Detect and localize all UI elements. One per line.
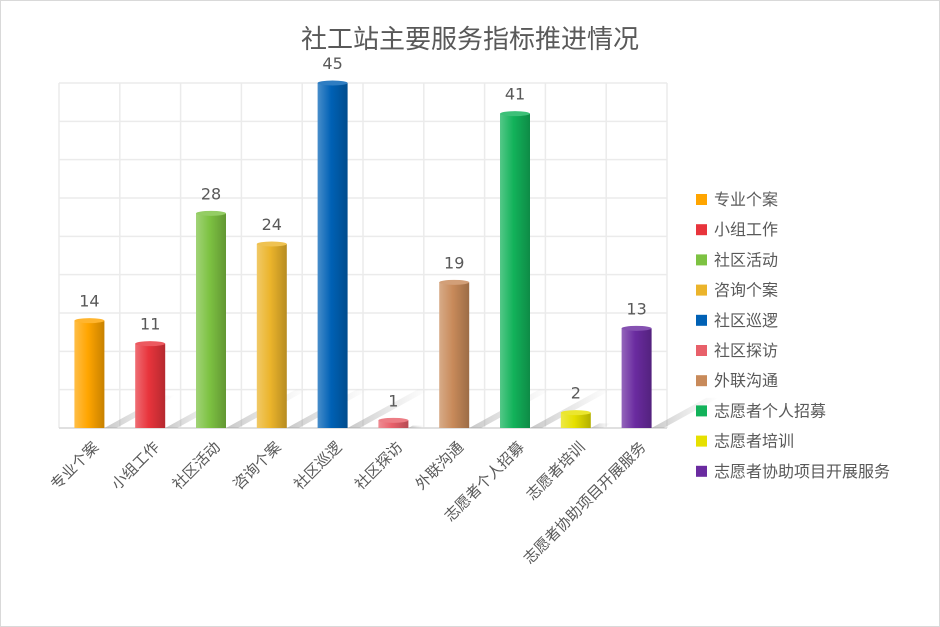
value-labels: 14 11 28 24 45 1 19 41 2 13 — [79, 54, 647, 410]
bar-shadow — [530, 389, 612, 428]
bar-cap-8 — [500, 111, 530, 117]
legend-swatch-3 — [696, 254, 707, 266]
bar-8[interactable] — [500, 113, 530, 429]
data-label-6: 1 — [388, 391, 398, 410]
legend-entry-4: 咨询个案 — [714, 281, 778, 300]
bar-cap-1 — [74, 318, 105, 324]
legend-entry-5: 社区巡逻 — [714, 311, 778, 330]
bar-cap-9 — [560, 410, 591, 416]
legend-swatch-2 — [696, 224, 707, 236]
legend-entry-6: 社区探访 — [714, 341, 778, 360]
legend-swatch-5 — [696, 314, 707, 326]
x-tick-label-4: 咨询个案 — [229, 438, 284, 493]
bar-shadow — [590, 423, 612, 428]
x-tick-label-1: 专业个案 — [47, 438, 102, 493]
legend-swatch-7 — [696, 375, 707, 387]
bar-cap-4 — [256, 241, 287, 247]
bar-6[interactable] — [378, 420, 409, 428]
data-label-3: 28 — [201, 184, 221, 203]
legend-entry-8: 志愿者个人招募 — [714, 401, 826, 420]
bar-3[interactable] — [196, 213, 226, 428]
x-tick-label-5: 社区巡逻 — [290, 438, 345, 493]
category-axis: 专业个案 小组工作 社区活动 咨询个案 社区巡逻 社区探访 外联沟通志愿者个人招募志愿者培训… — [47, 438, 649, 567]
bar-cap-3 — [196, 210, 226, 216]
bar-1[interactable] — [74, 320, 105, 428]
bar-cap-10 — [621, 325, 652, 331]
x-tick-label-6: 社区探访 — [351, 438, 406, 493]
legend: 专业个案小组工作社区活动咨询个案社区巡逻社区探访外联沟通志愿者个人招募志愿者培训… — [696, 190, 890, 481]
data-label-5: 45 — [322, 54, 342, 73]
legend-entry-3: 社区活动 — [714, 250, 778, 269]
data-label-10: 13 — [626, 299, 646, 318]
bar-shadow — [651, 397, 719, 428]
legend-entry-1: 专业个案 — [714, 190, 778, 209]
bar-shadow — [347, 389, 430, 428]
legend-entry-9: 志愿者培训 — [714, 432, 794, 451]
x-tick-label-2: 小组工作 — [108, 438, 163, 493]
bar-2[interactable] — [135, 343, 166, 428]
bars — [74, 80, 719, 429]
bar-shadow — [408, 425, 425, 428]
legend-swatch-1 — [696, 194, 707, 205]
bar-cap-5 — [317, 80, 348, 86]
x-tick-label-7: 外联沟通 — [412, 438, 467, 493]
legend-entry-7: 外联沟通 — [714, 371, 778, 390]
legend-swatch-10 — [696, 465, 707, 477]
data-label-2: 11 — [140, 315, 160, 334]
bar-cap-6 — [378, 417, 409, 423]
legend-swatch-6 — [696, 345, 707, 356]
data-label-9: 2 — [571, 384, 581, 403]
data-label-7: 19 — [444, 253, 464, 272]
bar-5[interactable] — [317, 83, 348, 428]
data-label-1: 14 — [79, 292, 99, 311]
bar-4[interactable] — [256, 244, 287, 428]
chart-title: 社工站主要服务指标推进情况 — [301, 25, 639, 55]
legend-entry-2: 小组工作 — [714, 220, 778, 239]
bar-9[interactable] — [560, 412, 591, 428]
bar-cap-2 — [135, 341, 166, 347]
x-tick-label-10: 志愿者协助项目开展服务 — [520, 438, 649, 567]
bar-10[interactable] — [621, 328, 652, 428]
legend-swatch-9 — [696, 435, 707, 447]
legend-entry-10: 志愿者协助项目开展服务 — [714, 462, 890, 481]
bar-7[interactable] — [439, 282, 470, 428]
data-label-8: 41 — [505, 85, 525, 104]
legend-swatch-8 — [696, 405, 707, 417]
data-label-4: 24 — [262, 215, 282, 234]
x-tick-label-3: 社区活动 — [169, 438, 224, 493]
x-tick-label-9: 志愿者培训 — [523, 438, 589, 504]
legend-swatch-4 — [696, 284, 707, 296]
bar-cap-7 — [439, 279, 470, 285]
